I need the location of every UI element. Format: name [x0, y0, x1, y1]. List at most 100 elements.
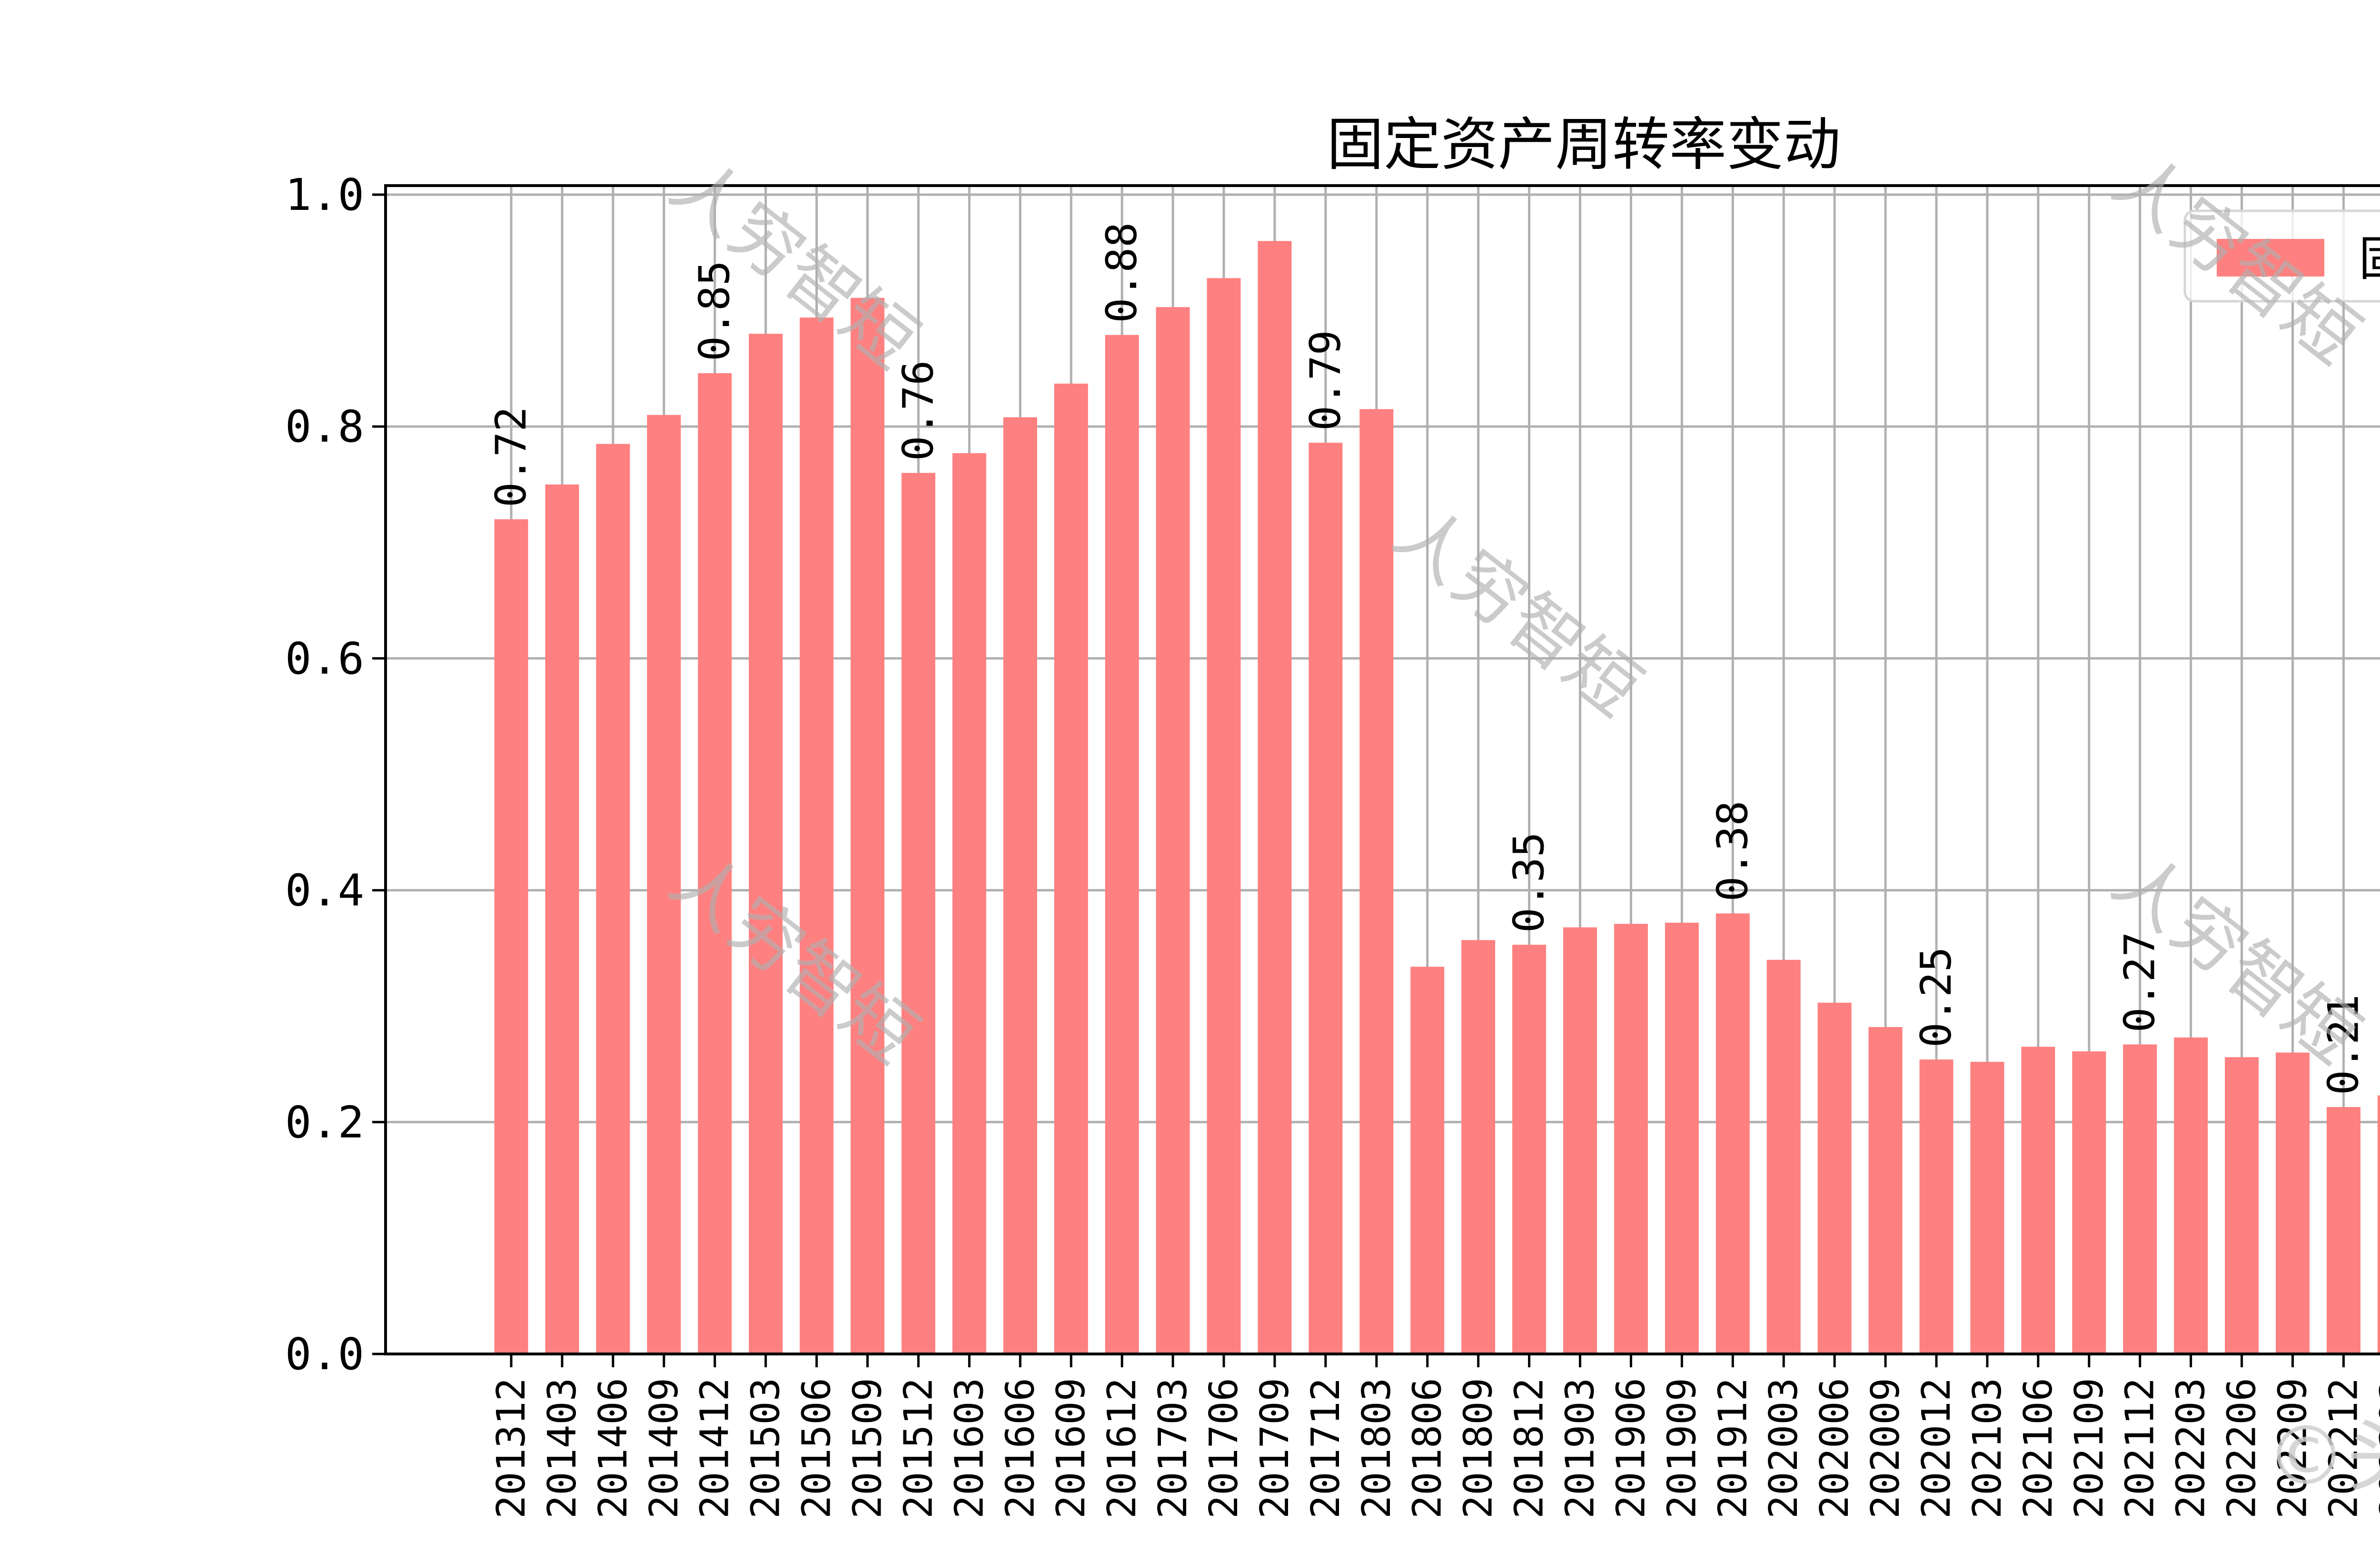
bar-series: [494, 241, 2380, 1354]
x-tick-label: 202103: [1965, 1378, 2010, 1519]
x-tick-label: 201912: [1710, 1378, 1755, 1519]
y-tick-label: 0.2: [285, 1097, 364, 1148]
bar-value-label: 0.76: [893, 360, 942, 461]
x-tick-label: 202212: [2321, 1378, 2366, 1519]
bar-value-label: 0.85: [690, 260, 739, 361]
x-tick-label: 201503: [744, 1378, 789, 1519]
bar-value-label: 0.21: [2319, 994, 2368, 1095]
bar: [2326, 1107, 2360, 1354]
y-tick-label: 0.8: [285, 401, 364, 452]
bar: [2174, 1037, 2208, 1354]
bar: [698, 373, 732, 1354]
bar: [1563, 927, 1597, 1354]
x-axis: 201312 201403 201406 201409 201412 201503 2015…: [489, 1354, 2380, 1519]
bar-value-label: 0.72: [486, 406, 536, 507]
bar: [494, 519, 528, 1354]
x-tick-label: 201812: [1507, 1378, 1552, 1519]
x-tick-label: 201506: [794, 1378, 840, 1519]
bar-value-label: 0.79: [1301, 330, 1350, 431]
x-tick-label: 201712: [1303, 1378, 1349, 1519]
x-tick-label: 202106: [2016, 1378, 2061, 1519]
bar: [1003, 417, 1037, 1354]
bar: [2123, 1044, 2157, 1354]
x-tick-label: 201409: [642, 1378, 687, 1519]
x-tick-label: 201703: [1150, 1378, 1196, 1519]
bar: [1817, 1002, 1852, 1354]
chart-title: 固定资产周转率变动: [1327, 112, 1841, 178]
bar-value-label: 0.38: [1708, 800, 1757, 901]
bar: [1258, 241, 1292, 1354]
bar: [1156, 307, 1190, 1354]
x-tick-label: 202003: [1761, 1378, 1806, 1519]
corner-watermark: ©头条 人穷智短: [2266, 1409, 2380, 1503]
bar-value-labels: 0.72 0.85 0.76 0.88 0.79 0.35 0.38 0.25 0.27 0.21…: [486, 222, 2368, 1095]
x-tick-label: 202203: [2169, 1378, 2214, 1519]
x-tick-label: 201706: [1201, 1378, 1247, 1519]
bar: [1359, 409, 1394, 1354]
bar: [749, 334, 783, 1354]
bar: [1410, 967, 1445, 1354]
bar: [2276, 1052, 2310, 1354]
x-tick-label: 202109: [2067, 1378, 2112, 1519]
x-tick-label: 201512: [896, 1378, 941, 1519]
x-tick-label: 202012: [1914, 1378, 1959, 1519]
bar: [1716, 913, 1750, 1354]
x-tick-label: 201412: [693, 1378, 738, 1519]
x-tick-label: 202303: [2372, 1378, 2380, 1519]
bar: [1970, 1062, 2004, 1354]
x-tick-label: 201809: [1456, 1378, 1501, 1519]
bar: [1054, 384, 1088, 1354]
x-tick-label: 202006: [1812, 1378, 1857, 1519]
x-tick-label: 201609: [1049, 1378, 1094, 1519]
bar-value-label: 0.25: [1912, 947, 1961, 1047]
watermark-text: 人穷智短: [656, 838, 932, 1079]
bar: [596, 444, 630, 1354]
x-tick-label: 201906: [1608, 1378, 1654, 1519]
x-tick-label: 201806: [1405, 1378, 1450, 1519]
bar: [1614, 924, 1648, 1354]
y-axis: 0.0 0.2 0.4 0.6 0.8 1.0: [285, 169, 386, 1380]
y-tick-label: 1.0: [285, 169, 364, 220]
x-tick-label: 201803: [1354, 1378, 1399, 1519]
bar: [1207, 278, 1241, 1354]
x-tick-label: 201406: [591, 1378, 636, 1519]
bar-value-label: 0.88: [1097, 222, 1146, 323]
plot-frame: [384, 184, 2380, 1355]
legend-label: 固定资产周转率: [2359, 231, 2380, 286]
legend: 固定资产周转率: [2183, 209, 2380, 303]
bar: [1665, 922, 1699, 1354]
legend-swatch: [2217, 239, 2324, 277]
x-tick-label: 201903: [1558, 1378, 1603, 1519]
bar: [2377, 1095, 2380, 1354]
x-tick-label: 201403: [540, 1378, 585, 1519]
bar: [1309, 443, 1343, 1354]
bar: [1461, 940, 1496, 1354]
bar: [1512, 945, 1547, 1354]
bar: [851, 297, 884, 1354]
bar: [2072, 1051, 2106, 1354]
x-tick-label: 201612: [1100, 1378, 1145, 1519]
bar: [952, 453, 986, 1354]
bar: [800, 317, 834, 1354]
y-tick-label: 0.0: [285, 1329, 364, 1380]
x-tick-label: 201709: [1252, 1378, 1298, 1519]
bar: [545, 484, 579, 1354]
bar: [2225, 1057, 2259, 1354]
x-tick-label: 201603: [947, 1378, 992, 1519]
x-tick-label: 202209: [2271, 1378, 2316, 1519]
x-tick-label: 202112: [2118, 1378, 2163, 1519]
bar-value-label: 0.35: [1505, 832, 1554, 933]
bar: [901, 473, 935, 1354]
bar: [1766, 959, 1801, 1354]
bar: [2021, 1047, 2055, 1354]
x-tick-label: 201312: [489, 1378, 534, 1519]
watermark-text: 人穷智短: [1379, 491, 1656, 732]
bar: [1105, 335, 1139, 1354]
bar-value-label: 0.27: [2115, 932, 2164, 1033]
bar: [1868, 1027, 1903, 1354]
y-tick-label: 0.4: [285, 865, 364, 916]
x-tick-label: 201606: [998, 1378, 1043, 1519]
bar: [1919, 1059, 1954, 1354]
bar: [647, 415, 681, 1354]
x-tick-label: 202206: [2220, 1378, 2265, 1519]
